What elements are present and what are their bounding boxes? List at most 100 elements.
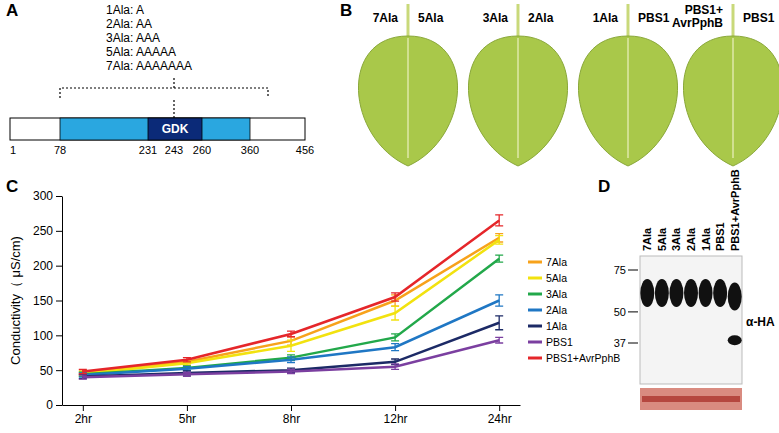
leaf-midrib xyxy=(407,38,409,158)
tick-mark xyxy=(56,370,62,371)
tick-mark xyxy=(395,405,396,411)
legend-label: 1Ala xyxy=(546,320,567,332)
leaf-label: PBS1 xyxy=(743,11,775,25)
tick-label: 5hr xyxy=(179,412,196,426)
panel-a: 1Ala: A2Ala: AA3Ala: AAA5Ala: AAAAA7Ala:… xyxy=(10,3,314,156)
panel-label: D xyxy=(598,177,610,196)
error-bar xyxy=(391,293,399,301)
tick-label: 300 xyxy=(33,189,53,203)
tick-mark xyxy=(56,231,62,232)
y-tick: 0 xyxy=(46,398,62,412)
tick-label: 0 xyxy=(46,398,53,412)
marker-tick xyxy=(628,311,638,312)
legend-item: 5Ala xyxy=(528,272,567,284)
panel-c: 0501001502002503002hr5hr8hr12hr24hrCondu… xyxy=(8,189,620,425)
series xyxy=(79,316,503,379)
band xyxy=(640,279,654,307)
residue-position: 260 xyxy=(193,144,211,156)
tick-label: 2hr xyxy=(75,412,92,426)
leaf: 1Ala PBS1 xyxy=(578,4,677,166)
series xyxy=(79,255,503,376)
leaf-label: PBS1 xyxy=(638,11,670,25)
series-line xyxy=(83,340,499,377)
error-bar xyxy=(183,372,191,376)
error-bar xyxy=(287,369,295,373)
error-bar xyxy=(391,306,399,320)
legend-swatch xyxy=(528,277,542,280)
panel-label: C xyxy=(6,177,18,196)
lane-label: 3Ala xyxy=(670,227,682,251)
x-tick: 2hr xyxy=(75,405,92,426)
lane-label: PBS1+AvrPphB xyxy=(729,169,741,251)
band xyxy=(713,279,727,307)
lane-label: PBS1 xyxy=(714,222,726,251)
leaf-label: 1Ala xyxy=(593,11,619,25)
error-bar xyxy=(79,369,87,373)
leaf-blade xyxy=(358,36,457,166)
tick-label: 150 xyxy=(33,294,53,308)
x-tick: 5hr xyxy=(179,405,196,426)
legend-item: 7Ala xyxy=(528,256,567,268)
legend-item: 3Ala xyxy=(528,288,567,300)
leaf-blade xyxy=(578,36,677,166)
series xyxy=(79,234,503,375)
legend-label: 3Ala xyxy=(546,288,567,300)
gdk-region xyxy=(148,118,202,140)
insertion-label: 7Ala: AAAAAAA xyxy=(106,59,192,73)
x-tick: 8hr xyxy=(283,405,300,426)
band xyxy=(669,279,683,307)
band xyxy=(655,279,669,307)
tick-label: 12hr xyxy=(384,412,408,426)
leaf-blade xyxy=(683,36,779,166)
insertion-label: 3Ala: AAA xyxy=(106,31,160,45)
residue-position: 1 xyxy=(10,144,16,156)
error-bar xyxy=(495,215,503,226)
y-tick: 50 xyxy=(40,364,62,378)
error-bar xyxy=(79,375,87,379)
residue-position: 231 xyxy=(139,144,157,156)
legend-item: PBS1+AvrPphB xyxy=(528,352,620,364)
tick-label: 200 xyxy=(33,259,53,273)
error-bar xyxy=(495,316,503,330)
leaf-label: 3Ala xyxy=(483,11,509,25)
leaf-label: 5Ala xyxy=(418,11,444,25)
error-bar xyxy=(495,337,503,343)
axis-line xyxy=(62,197,63,406)
error-bar xyxy=(287,357,295,363)
error-bar xyxy=(495,295,503,306)
tick-mark xyxy=(56,301,62,302)
band xyxy=(684,279,698,307)
panel-d: 7550377Ala5Ala3Ala2Ala1AlaPBS1PBS1+AvrPp… xyxy=(614,169,775,410)
tick-mark xyxy=(187,405,188,411)
legend-label: 7Ala xyxy=(546,256,567,268)
legend-item: 1Ala xyxy=(528,320,567,332)
leaf-label: 7Ala xyxy=(373,11,399,25)
legend-item: PBS1 xyxy=(528,336,573,348)
error-bar xyxy=(391,344,399,351)
band xyxy=(728,335,742,345)
legend-label: 2Ala xyxy=(546,304,567,316)
ponceau-band xyxy=(642,396,740,402)
residue-position: 78 xyxy=(54,144,66,156)
band xyxy=(699,279,713,307)
series-line xyxy=(83,240,499,374)
leaf-label: AvrPphB xyxy=(672,16,723,30)
leaf-midrib xyxy=(517,38,519,158)
residue-position: 360 xyxy=(241,144,259,156)
leaf-label: PBS1+ xyxy=(685,3,723,17)
legend-item: 2Ala xyxy=(528,304,567,316)
error-bar xyxy=(287,340,295,351)
y-tick: 200 xyxy=(33,259,62,273)
tick-label: 250 xyxy=(33,224,53,238)
y-axis: 050100150200250300 xyxy=(33,189,63,412)
y-tick: 300 xyxy=(33,189,62,203)
error-bar xyxy=(391,334,399,341)
tick-mark xyxy=(56,266,62,267)
error-bar xyxy=(287,331,295,337)
kinase-domain xyxy=(60,118,250,140)
tick-label: 50 xyxy=(40,364,54,378)
panel-label: A xyxy=(6,1,18,20)
marker-tick xyxy=(628,343,638,344)
legend-swatch xyxy=(528,261,542,264)
lane-label: 1Ala xyxy=(700,227,712,251)
